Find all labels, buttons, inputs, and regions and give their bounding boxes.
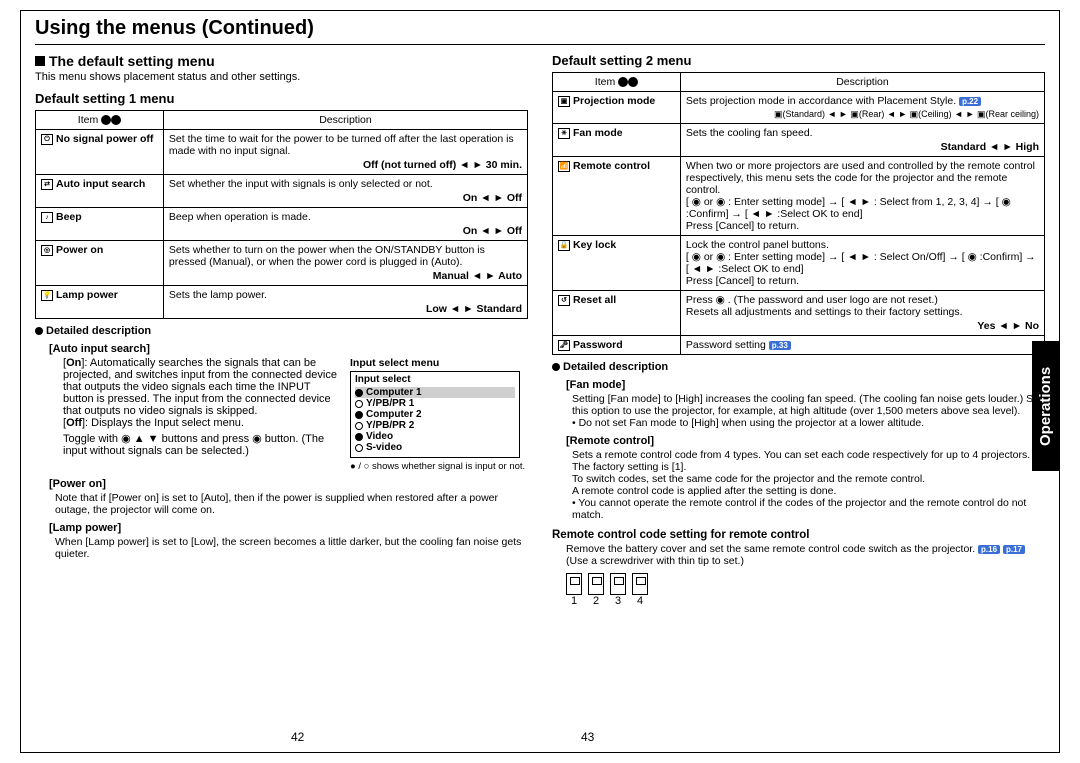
fan-body: Setting [Fan mode] to [High] increases t… bbox=[572, 393, 1045, 417]
right-column: Default setting 2 menu Item Description … bbox=[552, 53, 1045, 607]
columns: The default setting menu This menu shows… bbox=[35, 53, 1045, 607]
input-select-note: ● / ○ shows whether signal is input or n… bbox=[350, 461, 528, 472]
h-lamp-power: [Lamp power] bbox=[49, 522, 528, 534]
t1-r1-opt: Off (not turned off) ◄ ► 30 min. bbox=[169, 157, 522, 171]
h-fan-mode: [Fan mode] bbox=[566, 379, 1045, 391]
t1-r2-desc: Set whether the input with signals is on… bbox=[163, 175, 527, 208]
input-select-item-6: S-video bbox=[355, 442, 515, 453]
switch-row: 1 2 3 4 bbox=[566, 573, 1045, 607]
t2-r1-opt: ▣(Standard) ◄ ► ▣(Rear) ◄ ► ▣(Ceiling) ◄… bbox=[686, 107, 1039, 120]
h-detailed-desc-1: Detailed description bbox=[35, 325, 528, 337]
t2-r5-desc: Press ◉ . (The password and user logo ar… bbox=[680, 291, 1044, 336]
t1-h-item: Item bbox=[36, 111, 164, 130]
switch-1: 1 bbox=[566, 573, 582, 607]
t1-r5-item: 💡Lamp power bbox=[36, 286, 164, 319]
h-detailed-desc-2: Detailed description bbox=[552, 361, 1045, 373]
auto-input-on: [On]: Automatically searches the signals… bbox=[63, 357, 342, 417]
pill-p33: p.33 bbox=[769, 341, 791, 350]
input-select-item-2: Y/PB/PR 1 bbox=[355, 398, 515, 409]
h-auto-input-search: [Auto input search] bbox=[49, 343, 528, 355]
power-on-body: Note that if [Power on] is set to [Auto]… bbox=[55, 492, 528, 516]
h-remote-control: [Remote control] bbox=[566, 435, 1045, 447]
page-number-right: 43 bbox=[581, 730, 594, 744]
t2-r4-desc: Lock the control panel buttons. [ ◉ or ◉… bbox=[680, 236, 1044, 291]
h-rcc-setting: Remote control code setting for remote c… bbox=[552, 529, 1045, 541]
input-select-item-4: Y/PB/PR 2 bbox=[355, 420, 515, 431]
t1-r4-opt: Manual ◄ ► Auto bbox=[169, 268, 522, 282]
auto-input-off: [Off]: Displays the Input select menu. bbox=[63, 417, 342, 429]
t1-r4-desc: Sets whether to turn on the power when t… bbox=[163, 241, 527, 286]
t2-r2-opt: Standard ◄ ► High bbox=[686, 139, 1039, 153]
t1-r3-desc: Beep when operation is made.On ◄ ► Off bbox=[163, 208, 527, 241]
t1-r5-opt: Low ◄ ► Standard bbox=[169, 301, 522, 315]
intro-text: This menu shows placement status and oth… bbox=[35, 71, 528, 83]
input-select-title: Input select menu bbox=[350, 357, 528, 369]
page-title: Using the menus (Continued) bbox=[35, 17, 1045, 40]
t1-h-desc: Description bbox=[163, 111, 527, 130]
t1-r5-desc: Sets the lamp power.Low ◄ ► Standard bbox=[163, 286, 527, 319]
h-default-setting-menu-text: The default setting menu bbox=[49, 53, 215, 69]
lamp-power-body: When [Lamp power] is set to [Low], the s… bbox=[55, 536, 528, 560]
auto-input-desc-wrap: [On]: Automatically searches the signals… bbox=[63, 357, 528, 472]
t1-r2-item: ⇄Auto input search bbox=[36, 175, 164, 208]
t2-h-item: Item bbox=[553, 73, 681, 92]
t2-r2-item: ✳Fan mode bbox=[553, 124, 681, 157]
left-column: The default setting menu This menu shows… bbox=[35, 53, 528, 607]
t2-r5-opt: Yes ◄ ► No bbox=[686, 318, 1039, 332]
input-select-item-5: Video bbox=[355, 431, 515, 442]
t2-r1-desc: Sets projection mode in accordance with … bbox=[680, 92, 1044, 124]
pill-p16: p.16 bbox=[978, 545, 1000, 554]
input-select-col: Input select menu Input select Computer … bbox=[350, 357, 528, 472]
t2-r1-item: ▣Projection mode bbox=[553, 92, 681, 124]
switch-4: 4 bbox=[632, 573, 648, 607]
auto-input-toggle: Toggle with ◉ ▲ ▼ buttons and press ◉ bu… bbox=[63, 432, 342, 457]
page-frame: Using the menus (Continued) The default … bbox=[20, 10, 1060, 753]
pill-p22: p.22 bbox=[959, 97, 981, 106]
t2-r6-item: 🗝Password bbox=[553, 336, 681, 355]
side-tab-operations: Operations bbox=[1032, 341, 1060, 471]
switch-2: 2 bbox=[588, 573, 604, 607]
t2-r6-desc: Password setting p.33 bbox=[680, 336, 1044, 355]
h-default-setting-2: Default setting 2 menu bbox=[552, 53, 1045, 68]
page-number-left: 42 bbox=[291, 730, 304, 744]
title-rule bbox=[35, 44, 1045, 45]
input-select-hdr: Input select bbox=[355, 374, 515, 385]
t2-r2-desc: Sets the cooling fan speed.Standard ◄ ► … bbox=[680, 124, 1044, 157]
fan-bullet: • Do not set Fan mode to [High] when usi… bbox=[572, 417, 1045, 429]
table-default-2: Item Description ▣Projection mode Sets p… bbox=[552, 72, 1045, 355]
t2-h-desc: Description bbox=[680, 73, 1044, 92]
t2-r5-item: ↺Reset all bbox=[553, 291, 681, 336]
switch-3: 3 bbox=[610, 573, 626, 607]
t1-r1-item: ⏻No signal power off bbox=[36, 130, 164, 175]
t1-r4-item: ◎Power on bbox=[36, 241, 164, 286]
rc-body: Sets a remote control code from 4 types.… bbox=[572, 449, 1045, 497]
rc-bullet: • You cannot operate the remote control … bbox=[572, 497, 1045, 521]
input-select-menu: Input select Computer 1 Y/PB/PR 1 Comput… bbox=[350, 371, 520, 458]
input-select-item-1: Computer 1 bbox=[355, 387, 515, 398]
auto-input-text-col: [On]: Automatically searches the signals… bbox=[63, 357, 342, 457]
input-select-item-3: Computer 2 bbox=[355, 409, 515, 420]
t2-r3-desc: When two or more projectors are used and… bbox=[680, 157, 1044, 236]
t1-r3-opt: On ◄ ► Off bbox=[169, 223, 522, 237]
table-default-1: Item Description ⏻No signal power off Se… bbox=[35, 110, 528, 319]
t2-r4-item: 🔒Key lock bbox=[553, 236, 681, 291]
rcc-body: Remove the battery cover and set the sam… bbox=[566, 543, 1045, 567]
h-default-setting-1: Default setting 1 menu bbox=[35, 91, 528, 106]
t1-r1-desc: Set the time to wait for the power to be… bbox=[163, 130, 527, 175]
t1-r3-item: ♪Beep bbox=[36, 208, 164, 241]
h-default-setting-menu: The default setting menu bbox=[35, 53, 528, 69]
h-power-on: [Power on] bbox=[49, 478, 528, 490]
t2-r3-item: 📶Remote control bbox=[553, 157, 681, 236]
pill-p17: p.17 bbox=[1003, 545, 1025, 554]
t1-r2-opt: On ◄ ► Off bbox=[169, 190, 522, 204]
